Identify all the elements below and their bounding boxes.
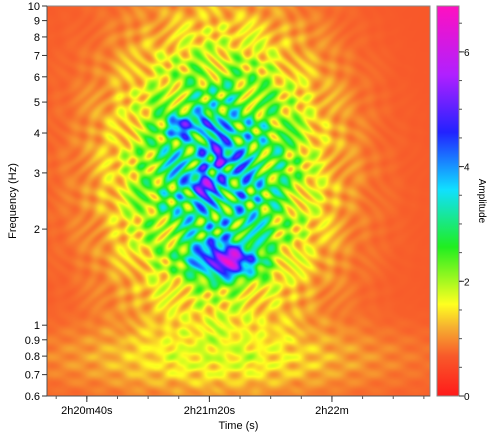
y-tick-label: 8 bbox=[34, 32, 40, 44]
y-tick-label: 1 bbox=[34, 320, 40, 332]
x-axis-label: Time (s) bbox=[219, 420, 259, 432]
colorbar-tick-label: 6 bbox=[464, 48, 470, 59]
y-tick-label: 0.9 bbox=[25, 335, 40, 347]
x-tick-label: 2h20m40s bbox=[61, 405, 113, 417]
y-tick-label: 0.8 bbox=[25, 351, 40, 363]
heatmap-image bbox=[47, 6, 430, 396]
colorbar-tick-label: 4 bbox=[464, 163, 470, 174]
y-tick-label: 7 bbox=[34, 50, 40, 62]
y-tick-label: 6 bbox=[34, 72, 40, 84]
x-tick-label: 2h22m bbox=[315, 405, 349, 417]
y-tick-label: 0.6 bbox=[25, 391, 40, 403]
y-tick-label: 9 bbox=[34, 16, 40, 28]
y-axis: 0.6 0.7 0.8 0.9 1 2 3 4 5 6 7 8 9 10 bbox=[25, 1, 48, 403]
y-tick-label: 4 bbox=[34, 128, 40, 140]
y-tick-label: 0.7 bbox=[25, 370, 40, 382]
x-axis: 2h20m40s 2h21m20s 2h22m bbox=[47, 395, 430, 417]
colorbar-label: Amplitude bbox=[476, 179, 487, 224]
y-axis-label: Frequency (Hz) bbox=[7, 163, 19, 239]
x-tick-label: 2h21m20s bbox=[184, 405, 236, 417]
y-tick-label: 3 bbox=[34, 168, 40, 180]
heatmap-raster bbox=[47, 6, 430, 396]
colorbar-tick-label: 0 bbox=[464, 392, 470, 403]
colorbar-tick-label: 2 bbox=[464, 277, 470, 288]
colorbar bbox=[436, 5, 460, 397]
y-tick-label: 5 bbox=[34, 97, 40, 109]
y-tick-label: 2 bbox=[34, 224, 40, 236]
colorbar-axis: 0 2 4 6 bbox=[459, 22, 470, 403]
y-tick-label: 10 bbox=[28, 1, 40, 13]
